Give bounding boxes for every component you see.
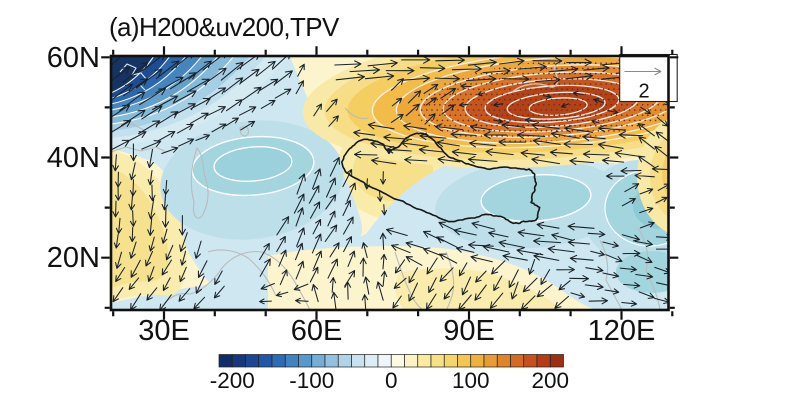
svg-text:40N: 40N xyxy=(47,142,100,174)
svg-text:60N: 60N xyxy=(47,42,100,74)
svg-text:60E: 60E xyxy=(291,315,343,347)
svg-text:90E: 90E xyxy=(443,315,495,347)
svg-text:30E: 30E xyxy=(138,315,190,347)
svg-text:-100: -100 xyxy=(289,368,334,393)
svg-text:120E: 120E xyxy=(588,315,656,347)
svg-text:2: 2 xyxy=(638,81,649,103)
svg-text:200: 200 xyxy=(532,368,570,393)
svg-text:(a)H200&uv200,TPV: (a)H200&uv200,TPV xyxy=(109,12,340,42)
svg-text:20N: 20N xyxy=(47,242,100,274)
svg-text:0: 0 xyxy=(385,368,398,393)
svg-text:100: 100 xyxy=(452,368,490,393)
svg-text:-200: -200 xyxy=(210,368,255,393)
